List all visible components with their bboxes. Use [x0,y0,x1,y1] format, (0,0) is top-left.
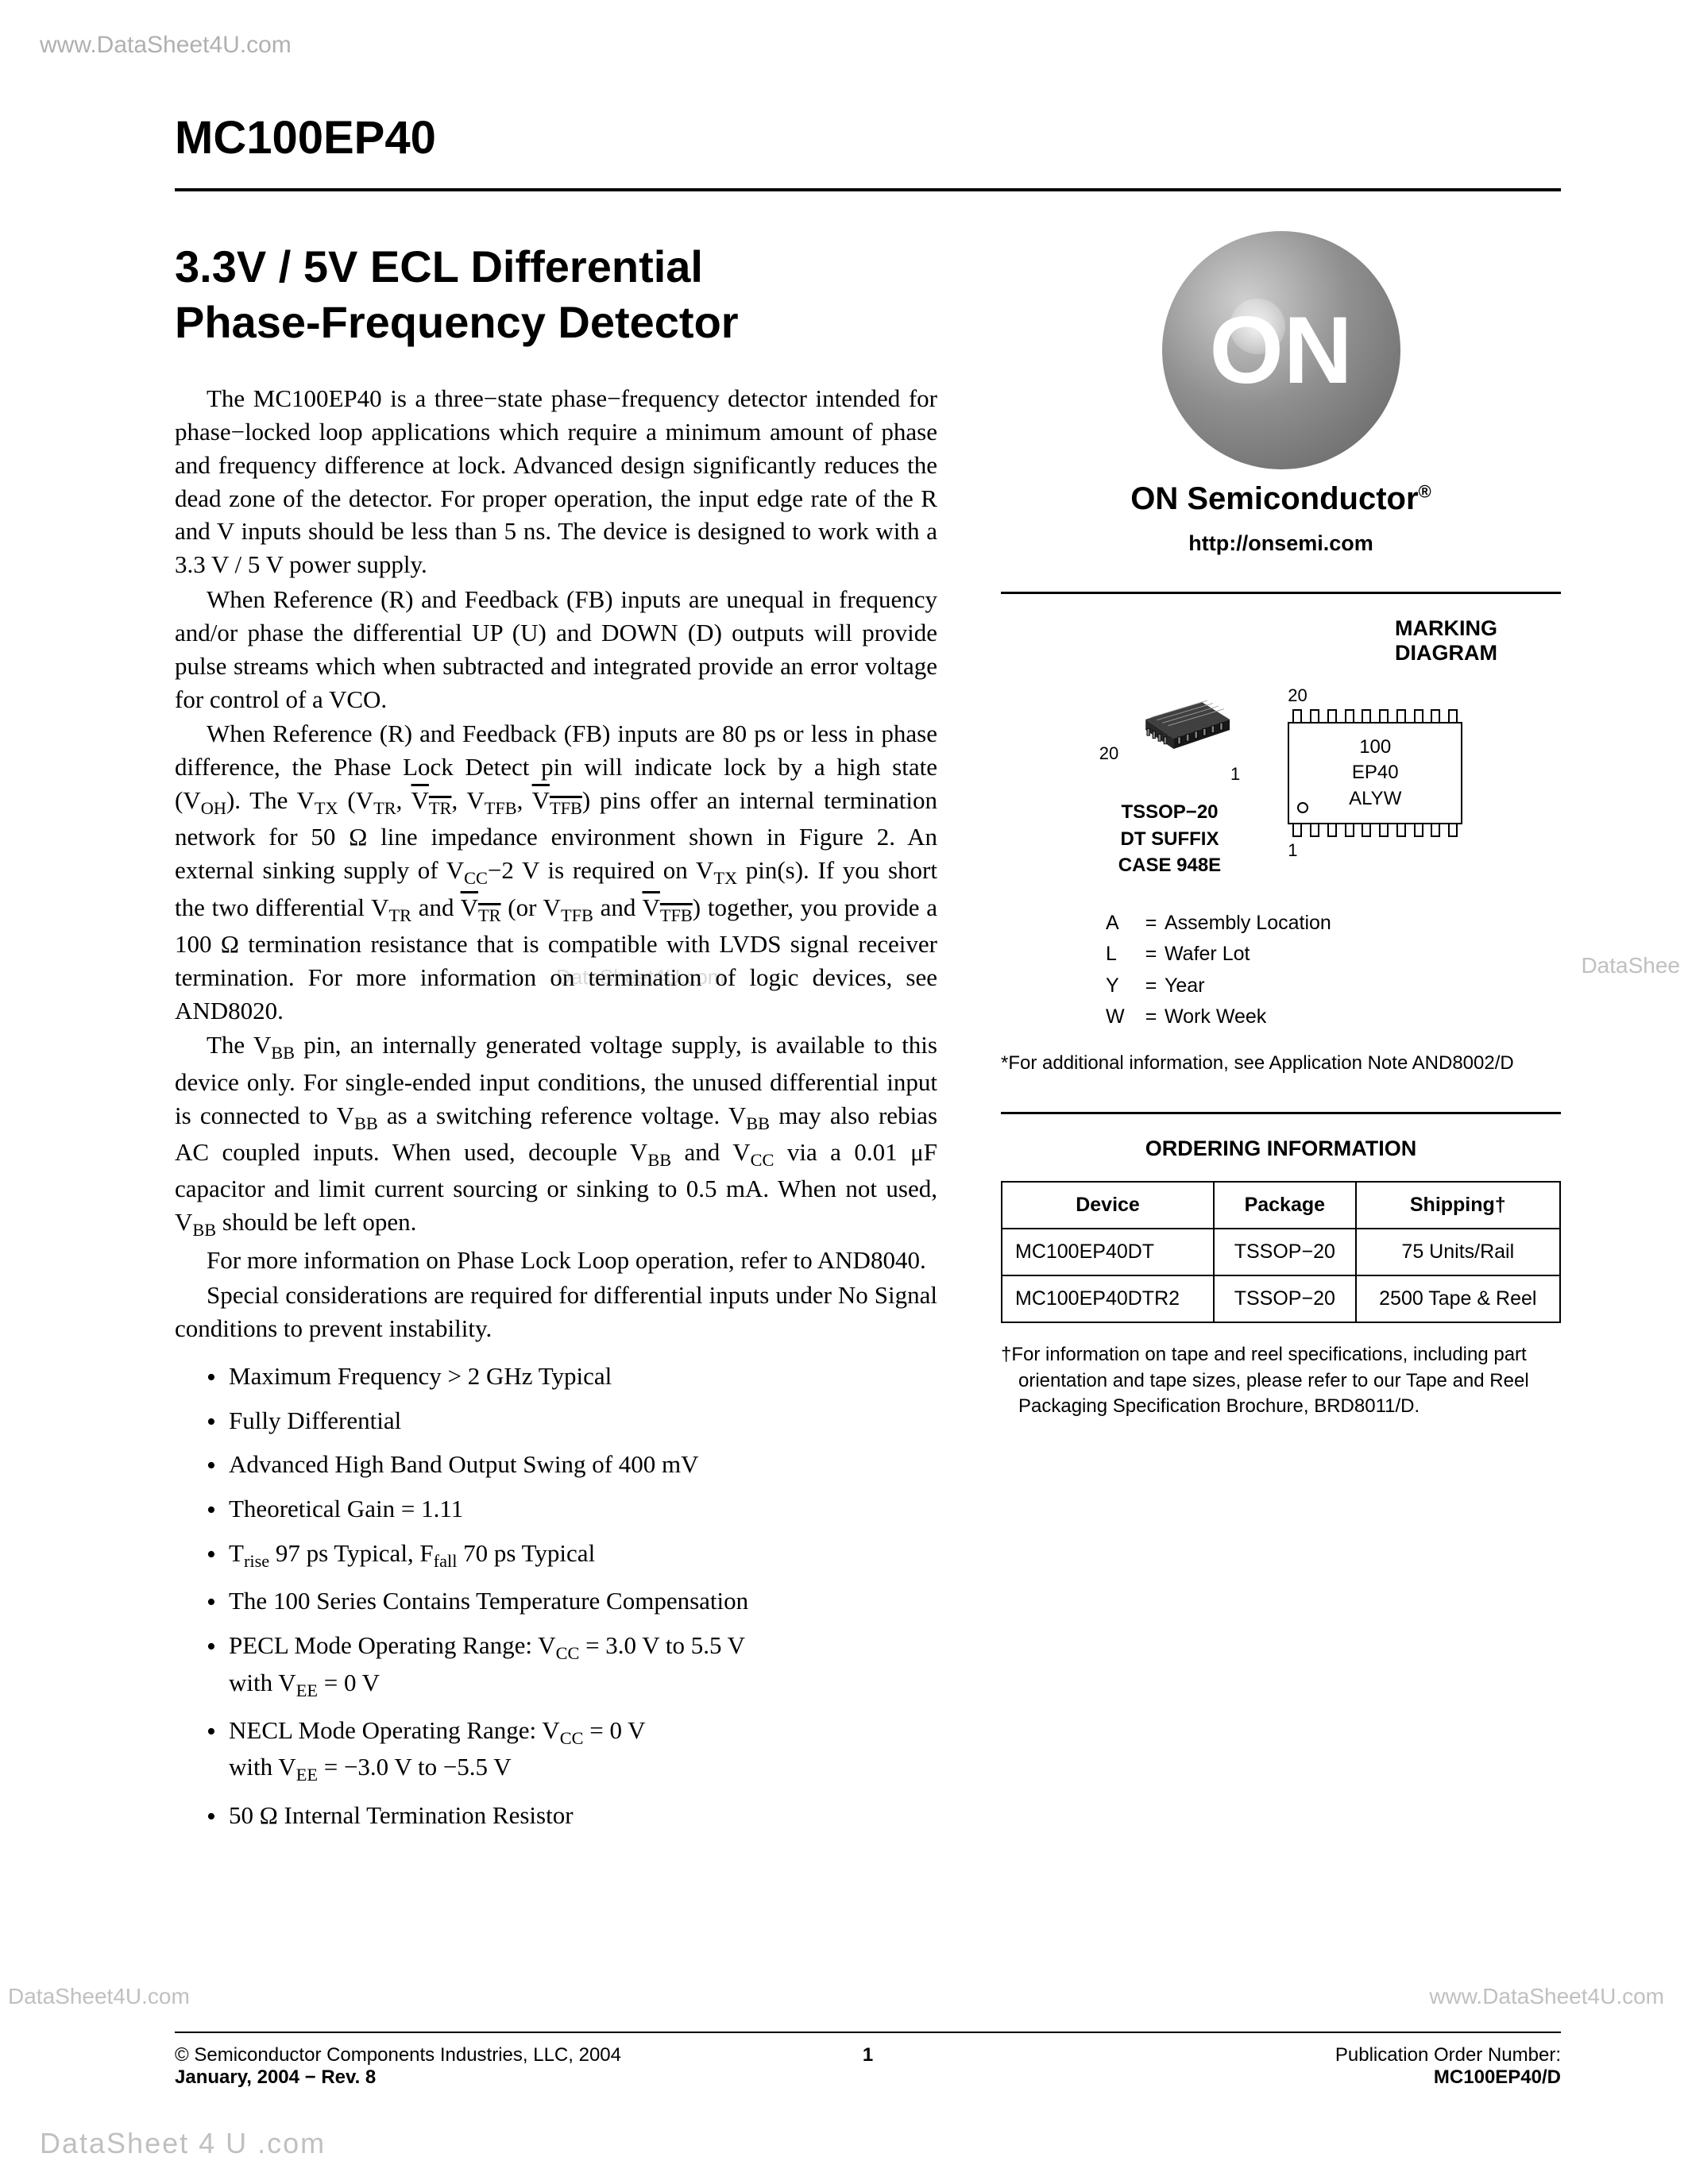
logo-block: ON ON Semiconductor® http://onsemi.com [1001,231,1561,556]
pin-icon [1431,823,1440,837]
feature-bullet: The 100 Series Contains Temperature Comp… [207,1584,937,1618]
feature-bullet: PECL Mode Operating Range: VCC = 3.0 V t… [207,1629,937,1703]
order-table-header: Shipping† [1356,1182,1560,1229]
ordering-heading: ORDERING INFORMATION [1001,1136,1561,1161]
pin-icon [1379,823,1389,837]
pin-icon [1448,823,1458,837]
footer-pub-number: MC100EP40/D [1434,2066,1561,2088]
pin-icon [1345,823,1354,837]
feature-bullet: Fully Differential [207,1404,937,1437]
footer-left: © Semiconductor Components Industries, L… [175,2044,621,2089]
marking-diagram-heading: MARKINGDIAGRAM [1395,616,1497,666]
pin-icon [1396,823,1406,837]
marking-diagram-area: 20 [1001,685,1561,879]
ordering-table: DevicePackageShipping†MC100EP40DTTSSOP−2… [1001,1181,1561,1323]
pin-1-outline-label: 1 [1288,840,1462,861]
paragraph-6: Special considerations are required for … [175,1279,937,1345]
paragraph-5: For more information on Phase Lock Loop … [175,1244,937,1277]
feature-bullet: Maximum Frequency > 2 GHz Typical [207,1360,937,1393]
paragraph-intro: The MC100EP40 is a three−state phase−fre… [175,382,937,581]
pin-20-label: 20 [1099,743,1118,764]
on-logo-icon: ON [1162,231,1400,469]
pin-icon [1327,823,1337,837]
left-column: 3.3V / 5V ECL Differential Phase-Frequen… [175,239,937,1843]
outline-text-line: ALYW [1299,786,1451,812]
package-3d-block: 20 [1099,685,1240,879]
page-container: MC100EP40 3.3V / 5V ECL Differential Pha… [0,0,1688,2184]
feature-bullet: 50 Ω Internal Termination Resistor [207,1799,937,1832]
package-outline: 100EP40ALYW [1288,722,1462,824]
company-name: ON Semiconductor® [1001,481,1561,517]
legend-row: A=Assembly Location [1106,909,1331,939]
feature-bullets: Maximum Frequency > 2 GHz Typical Fully D… [175,1360,937,1832]
order-table-header: Package [1214,1182,1356,1229]
paragraph-2: When Reference (R) and Feedback (FB) inp… [175,583,937,716]
footer-date-rev: January, 2004 − Rev. 8 [175,2066,376,2088]
marking-legend-table: A=Assembly LocationL=Wafer LotY=YearW=Wo… [1104,907,1333,1034]
outline-text-line: EP40 [1299,760,1451,785]
title-line-2: Phase-Frequency Detector [175,297,739,347]
outline-text-line: 100 [1299,735,1451,760]
two-column-layout: 3.3V / 5V ECL Differential Phase-Frequen… [175,239,1561,1843]
legend-row: W=Work Week [1106,1002,1331,1032]
marking-footnote: *For additional information, see Applica… [1001,1050,1561,1077]
package-outline-block: 20 100EP40ALYW 1 [1288,685,1462,861]
pin-1-label-3d: 1 [1099,764,1240,785]
feature-bullet: Trise 97 ps Typical, Ffall 70 ps Typical [207,1537,937,1573]
company-url: http://onsemi.com [1001,531,1561,556]
page-footer: © Semiconductor Components Industries, L… [175,2032,1561,2089]
legend-row: L=Wafer Lot [1106,940,1331,970]
part-number-heading: MC100EP40 [175,111,1561,164]
title-line-1: 3.3V / 5V ECL Differential [175,241,703,291]
pin-icon [1310,823,1319,837]
pin-icon [1292,823,1302,837]
legend-row: Y=Year [1106,971,1331,1001]
feature-bullet: Theoretical Gain = 1.11 [207,1492,937,1526]
footer-pub-label: Publication Order Number: [1335,2044,1561,2066]
feature-bullet: NECL Mode Operating Range: VCC = 0 Vwith… [207,1714,937,1788]
pin-20-outline-label: 20 [1288,685,1462,706]
right-column: ON ON Semiconductor® http://onsemi.com M… [1001,239,1561,1843]
package-label: TSSOP−20DT SUFFIXCASE 948E [1099,799,1240,879]
divider-marking [1001,592,1561,594]
ordering-footnote: †For information on tape and reel specif… [1001,1342,1561,1419]
order-table-row: MC100EP40DTTSSOP−2075 Units/Rail [1002,1229,1560,1275]
footer-copyright: © Semiconductor Components Industries, L… [175,2044,621,2066]
document-title: 3.3V / 5V ECL Differential Phase-Frequen… [175,239,937,350]
divider-ordering [1001,1112,1561,1114]
order-table-header: Device [1002,1182,1214,1229]
divider-top [175,188,1561,191]
feature-bullet: Advanced High Band Output Swing of 400 m… [207,1448,937,1481]
pin-icon [1414,823,1423,837]
pin-icon [1362,823,1371,837]
order-table-row: MC100EP40DTR2TSSOP−202500 Tape & Reel [1002,1275,1560,1322]
chip-3d-icon [1125,695,1240,754]
paragraph-3: When Reference (R) and Feedback (FB) inp… [175,717,937,1027]
footer-page-number: 1 [863,2044,873,2066]
pins-bottom-row [1288,823,1462,837]
footer-right: Publication Order Number: MC100EP40/D [1335,2044,1561,2089]
paragraph-4: The VBB pin, an internally generated vol… [175,1028,937,1242]
